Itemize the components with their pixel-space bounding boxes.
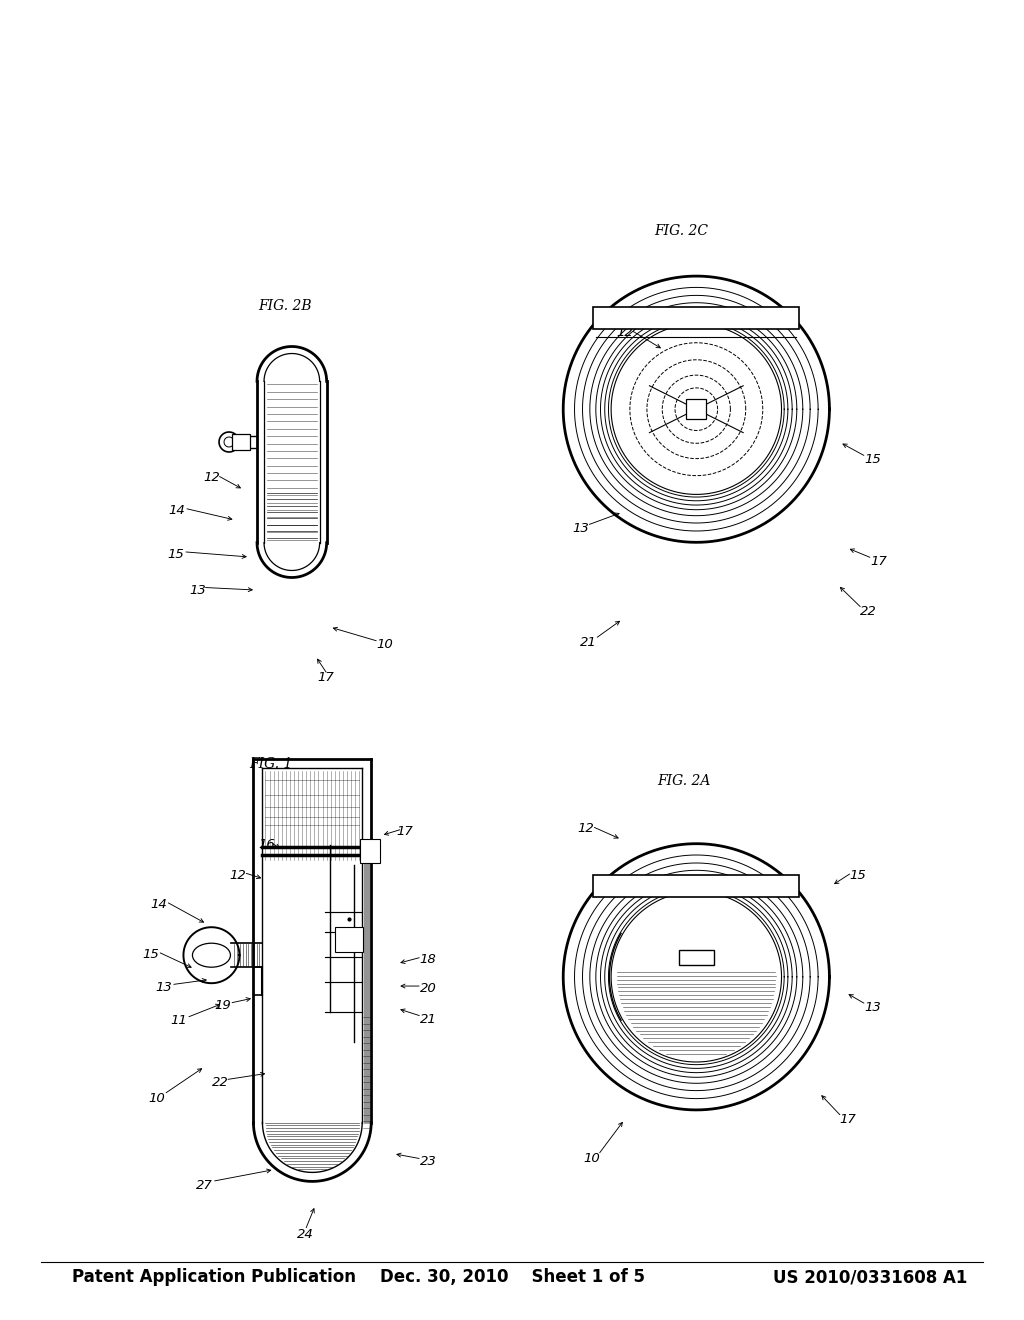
Text: 27: 27 xyxy=(197,1179,213,1192)
Text: 23: 23 xyxy=(420,1155,436,1168)
Text: US 2010/0331608 A1: US 2010/0331608 A1 xyxy=(773,1269,968,1286)
Bar xyxy=(679,950,714,965)
Text: Patent Application Publication: Patent Application Publication xyxy=(72,1269,355,1286)
Text: 16: 16 xyxy=(258,838,274,851)
Polygon shape xyxy=(611,891,781,1063)
Text: 10: 10 xyxy=(377,638,393,651)
Text: 15: 15 xyxy=(850,869,866,882)
Text: 13: 13 xyxy=(189,583,206,597)
Text: 17: 17 xyxy=(317,671,334,684)
Text: 22: 22 xyxy=(860,605,877,618)
Text: FIG. 1: FIG. 1 xyxy=(250,758,293,771)
Text: 17: 17 xyxy=(870,554,887,568)
Text: 14: 14 xyxy=(151,898,167,911)
Text: 14: 14 xyxy=(169,504,185,517)
Text: 21: 21 xyxy=(420,1012,436,1026)
Text: 10: 10 xyxy=(584,1152,600,1166)
Text: 10: 10 xyxy=(148,1092,165,1105)
Text: 15: 15 xyxy=(142,948,159,961)
Text: FIG. 2B: FIG. 2B xyxy=(258,300,311,313)
Text: 20: 20 xyxy=(420,982,436,995)
Text: 22: 22 xyxy=(212,1076,228,1089)
Text: 13: 13 xyxy=(864,1001,881,1014)
Ellipse shape xyxy=(193,944,230,968)
Text: 19: 19 xyxy=(215,999,231,1012)
Text: FIG. 2A: FIG. 2A xyxy=(657,775,711,788)
Bar xyxy=(335,928,362,953)
Bar xyxy=(593,308,800,329)
Text: 12: 12 xyxy=(229,869,246,882)
Text: 11: 11 xyxy=(171,1014,187,1027)
Text: 12: 12 xyxy=(578,822,594,836)
Text: Dec. 30, 2010    Sheet 1 of 5: Dec. 30, 2010 Sheet 1 of 5 xyxy=(380,1269,644,1286)
Text: 21: 21 xyxy=(581,636,597,649)
Bar xyxy=(593,875,800,896)
Text: 15: 15 xyxy=(864,453,881,466)
Text: 24: 24 xyxy=(297,1228,313,1241)
Text: 13: 13 xyxy=(156,981,172,994)
Bar xyxy=(686,399,707,420)
Text: 12: 12 xyxy=(204,471,220,484)
Text: 17: 17 xyxy=(840,1113,856,1126)
Bar xyxy=(360,838,380,862)
Text: 17: 17 xyxy=(396,825,413,838)
Text: FIG. 2C: FIG. 2C xyxy=(654,224,708,238)
Text: 15: 15 xyxy=(168,548,184,561)
Text: 12: 12 xyxy=(616,326,633,339)
Text: 18: 18 xyxy=(420,953,436,966)
Bar xyxy=(232,434,250,450)
Polygon shape xyxy=(611,323,781,495)
Text: 13: 13 xyxy=(572,521,589,535)
